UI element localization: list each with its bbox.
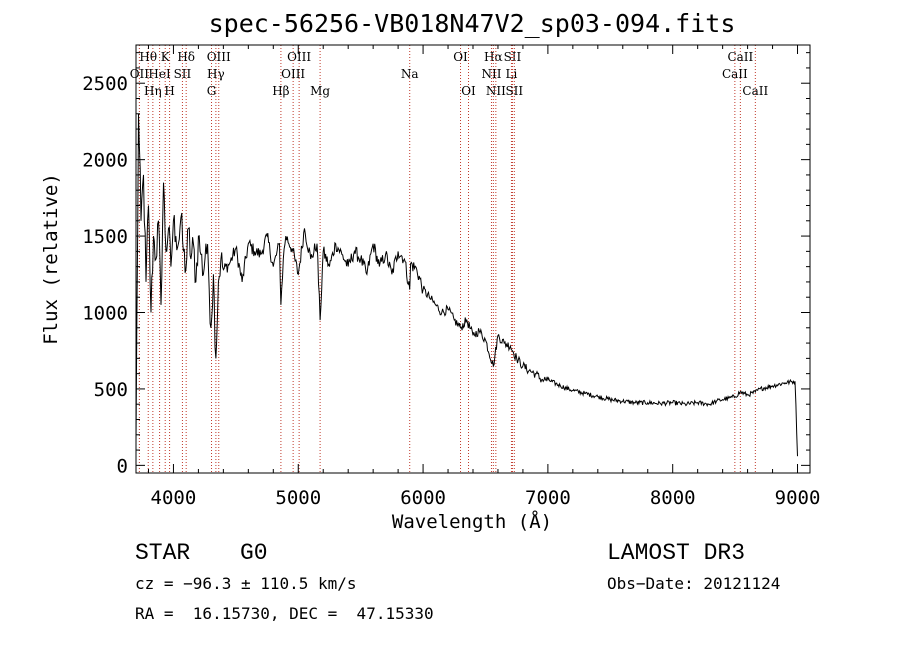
line-label-6: Hδ (177, 50, 195, 64)
axis-ticks: 4000 5000 6000 7000 8000 9000 0 500 1000 1500 2000… (82, 45, 820, 509)
line-label-21: Li (506, 67, 518, 81)
line-label-25: CaII (722, 67, 748, 81)
redshift-velocity: cz = −96.3 ± 110.5 km/s (135, 574, 357, 593)
y-tick-label-1: 500 (94, 379, 128, 401)
y-tick-label-2: 1000 (82, 303, 128, 325)
line-label-23: SII (505, 84, 523, 98)
x-axis-label: Wavelength (Å) (392, 510, 552, 533)
line-label-13: Hβ (272, 84, 289, 98)
line-label-9: Hγ (207, 67, 225, 81)
observation-date: Obs−Date: 20121124 (607, 574, 781, 593)
line-label-5: H (164, 84, 174, 98)
x-tick-label-5: 9000 (775, 487, 821, 509)
plot-frame (135, 44, 811, 474)
object-subclass: G0 (240, 540, 268, 566)
object-class: STAR (135, 540, 191, 566)
line-label-3: K (161, 50, 171, 64)
x-tick-label-4: 8000 (650, 487, 696, 509)
line-label-1: OII (130, 67, 150, 81)
line-label-18: Hα (484, 50, 503, 64)
line-label-17: OI (461, 84, 476, 98)
spectrum-line (135, 113, 798, 457)
line-label-14: Mg (310, 84, 330, 98)
line-label-19: SII (504, 50, 522, 64)
y-axis-label: Flux (relative) (40, 173, 62, 345)
y-tick-label-4: 2000 (82, 150, 128, 172)
line-label-15: Na (401, 67, 419, 81)
x-tick-label-3: 7000 (525, 487, 571, 509)
line-label-20: NII (481, 67, 501, 81)
chart-title: spec-56256-VB018N47V2_sp03-094.fits (209, 9, 736, 38)
line-label-12: OIII (281, 67, 305, 81)
line-label-2: Hη (144, 84, 162, 98)
line-label-24: CaII (727, 50, 753, 64)
y-tick-label-3: 1500 (82, 226, 128, 248)
emission-line-markers: Hθ OII Hη K HeI H Hδ SII OIII Hγ G OIII OIII Hβ Mg Na OI… (130, 45, 768, 473)
y-tick-label-0: 0 (117, 455, 128, 477)
line-label-10: G (207, 84, 217, 98)
x-tick-label-1: 5000 (275, 487, 321, 509)
sky-coordinates: RA = 16.15730, DEC = 47.15330 (135, 604, 434, 623)
y-tick-label-5: 2500 (82, 73, 128, 95)
line-label-16: OI (453, 50, 468, 64)
line-label-26: CaII (742, 84, 768, 98)
line-label-4: HeI (148, 67, 171, 81)
line-label-8: OIII (207, 50, 231, 64)
line-label-22: NII (486, 84, 506, 98)
x-tick-label-2: 6000 (400, 487, 446, 509)
line-label-0: Hθ (139, 50, 157, 64)
survey-label: LAMOST DR3 (607, 540, 746, 566)
line-label-7: SII (174, 67, 192, 81)
x-tick-label-0: 4000 (151, 487, 197, 509)
line-label-11: OIII (287, 50, 311, 64)
